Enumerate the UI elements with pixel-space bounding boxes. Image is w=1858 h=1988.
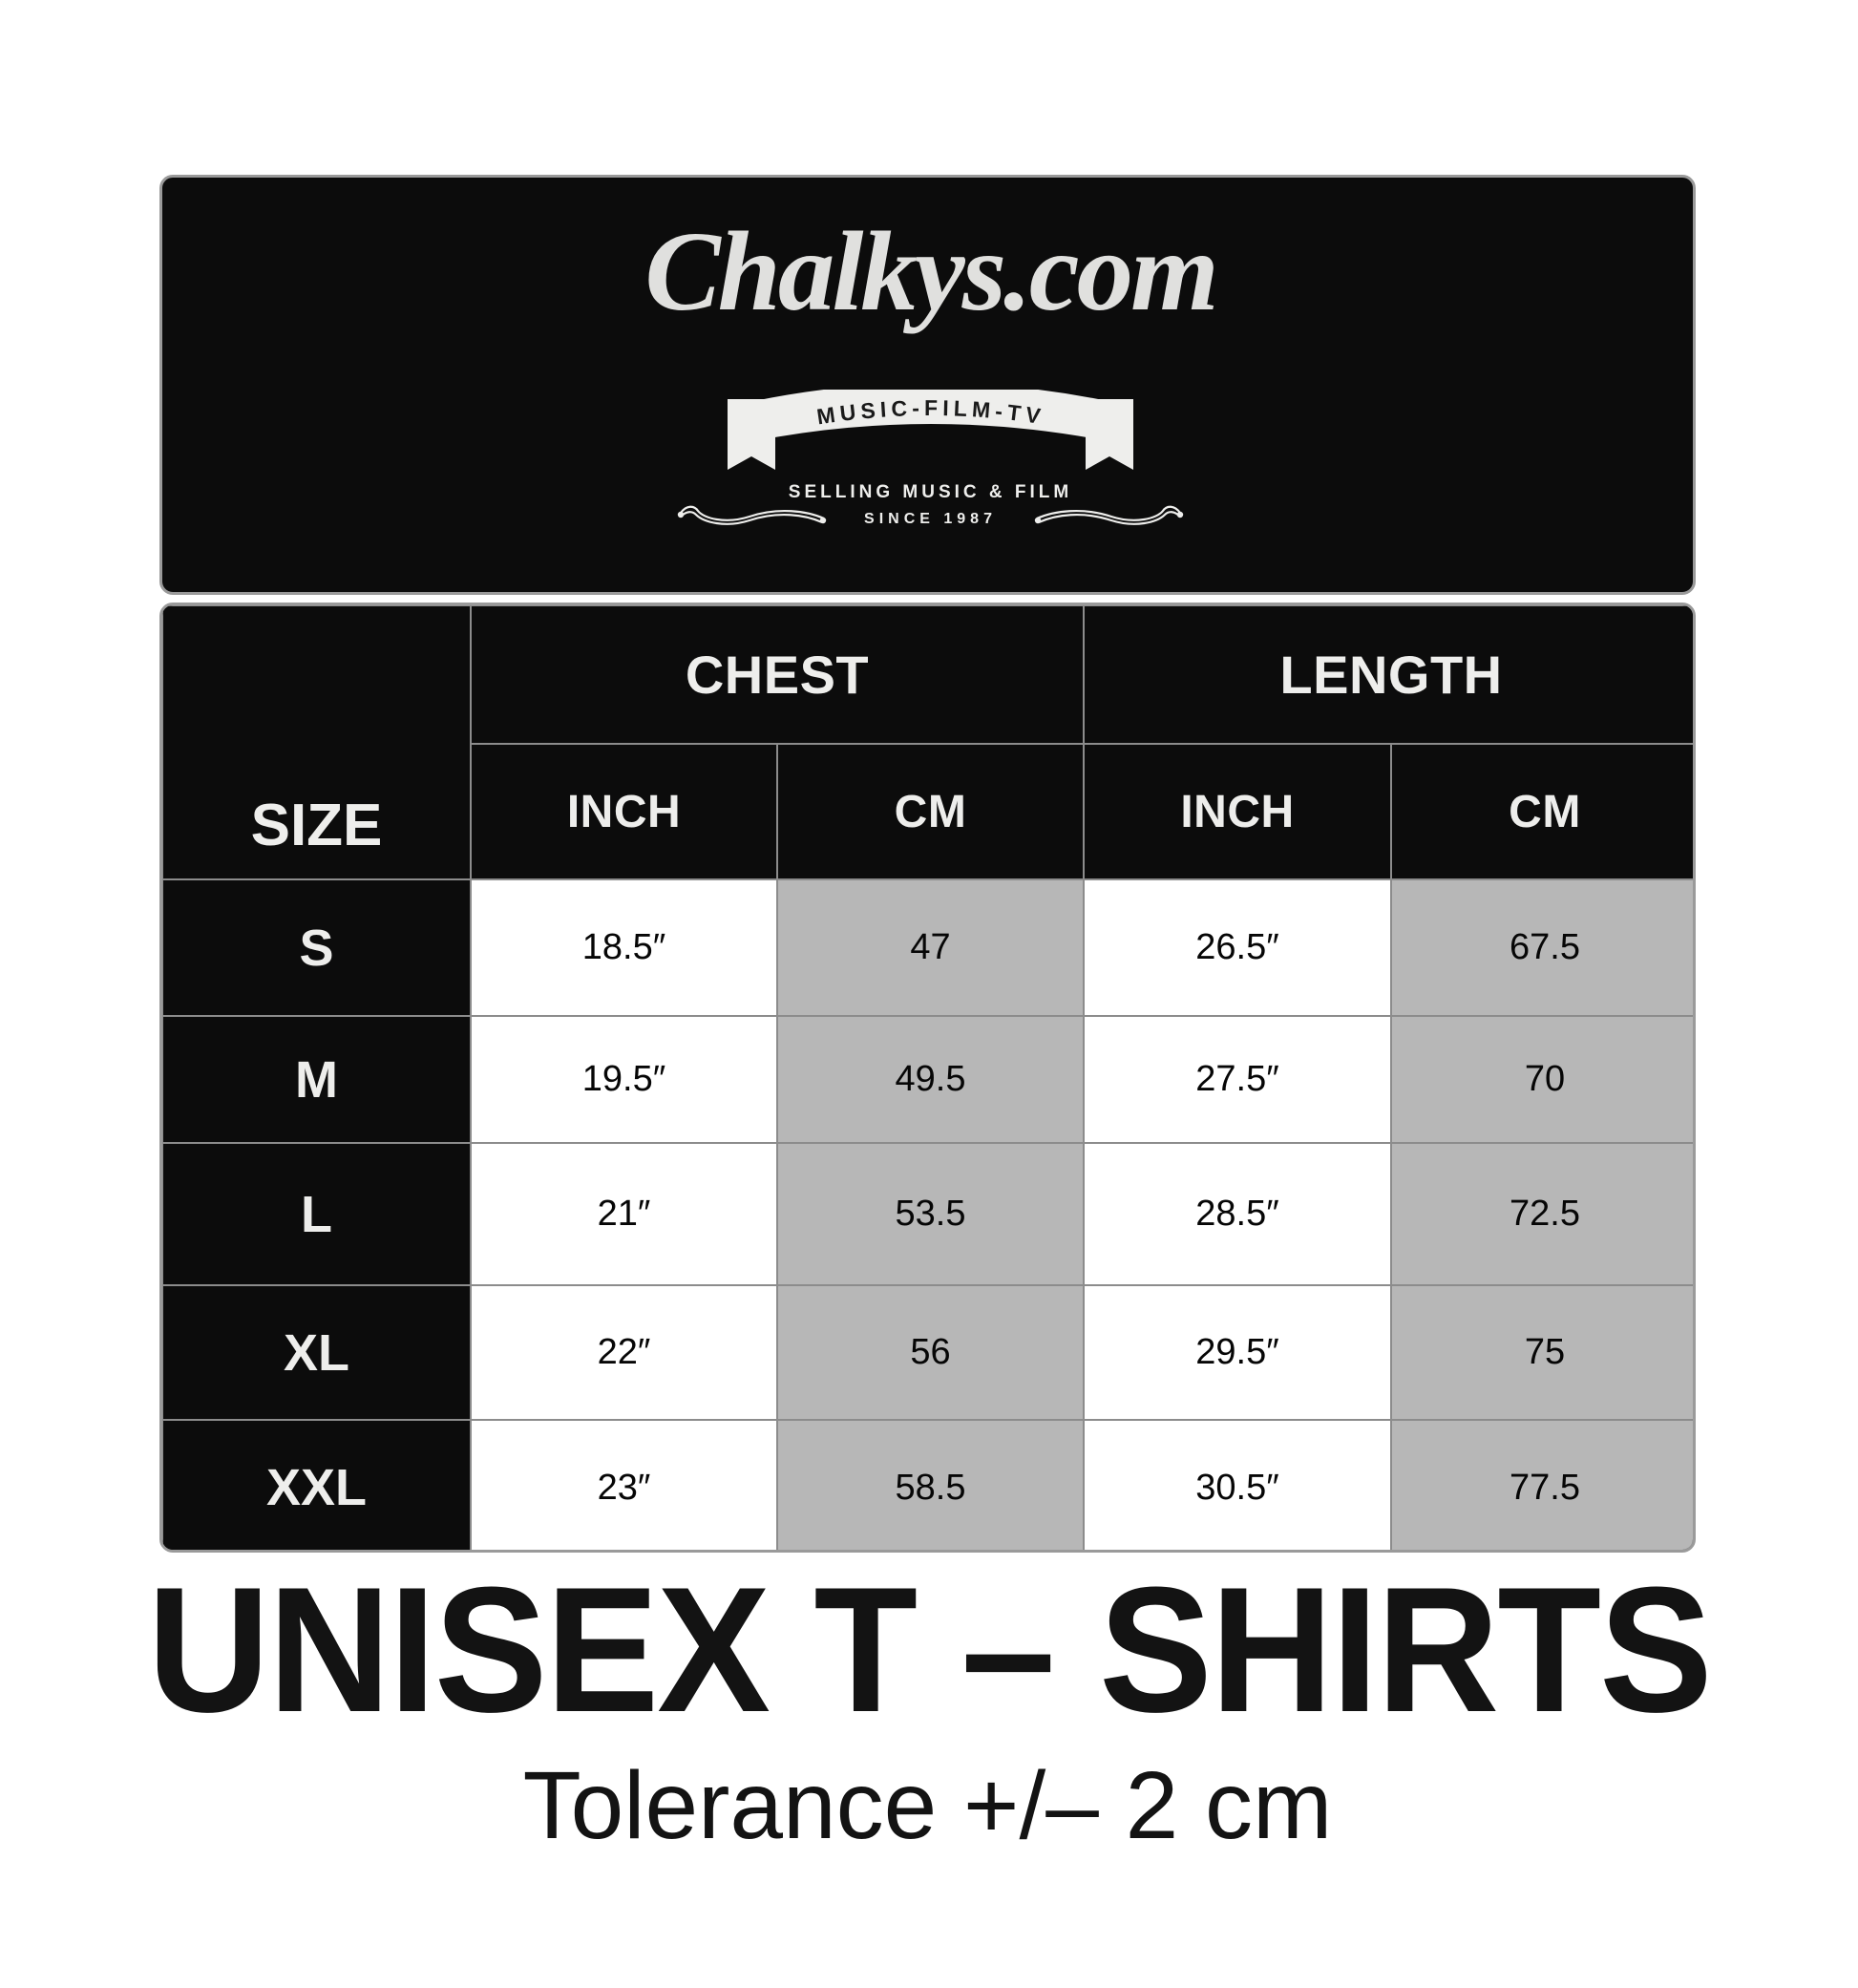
svg-text:MUSIC-FILM-TV: MUSIC-FILM-TV — [815, 395, 1047, 430]
